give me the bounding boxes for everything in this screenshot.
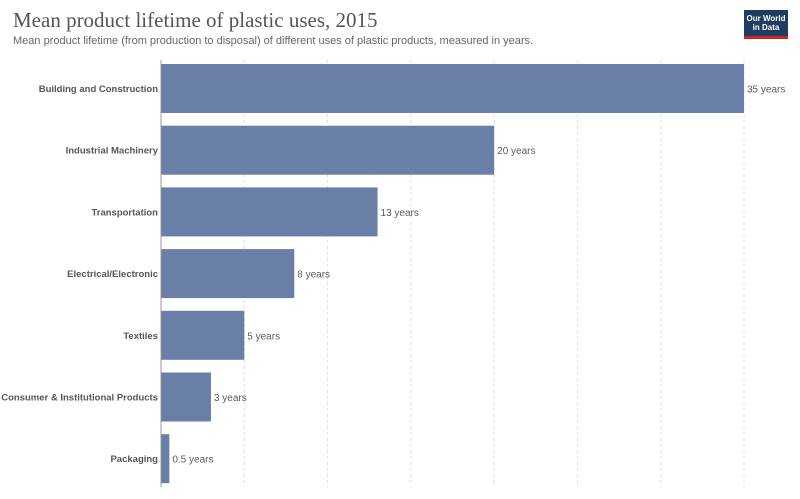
category-label: Textiles (123, 331, 158, 342)
category-label: Industrial Machinery (66, 146, 159, 157)
category-label: Transportation (91, 207, 158, 218)
value-label: 13 years (381, 208, 419, 219)
owid-logo[interactable]: Our World in Data (744, 10, 788, 39)
bar[interactable] (161, 310, 245, 360)
value-label: 5 years (247, 331, 280, 342)
category-label: Electrical/Electronic (67, 269, 158, 280)
value-label: 35 years (747, 85, 785, 96)
bar[interactable] (161, 372, 211, 422)
chart-title: Mean product lifetime of plastic uses, 2… (13, 8, 378, 32)
bar[interactable] (161, 249, 295, 299)
bar[interactable] (161, 434, 170, 484)
logo-text-line1: Our World (746, 14, 786, 23)
chart-subtitle: Mean product lifetime (from production t… (13, 35, 534, 47)
category-label: Building and Construction (39, 84, 158, 95)
bar[interactable] (161, 125, 495, 175)
category-label: Packaging (110, 454, 158, 465)
value-label: 3 years (214, 393, 247, 404)
logo-text-line2: in Data (752, 23, 780, 32)
bar[interactable] (161, 187, 378, 237)
value-label: 8 years (297, 270, 330, 281)
value-label: 0.5 years (172, 455, 213, 466)
category-label: Consumer & Institutional Products (1, 393, 158, 404)
value-label: 20 years (497, 146, 535, 157)
bar[interactable] (161, 64, 744, 113)
